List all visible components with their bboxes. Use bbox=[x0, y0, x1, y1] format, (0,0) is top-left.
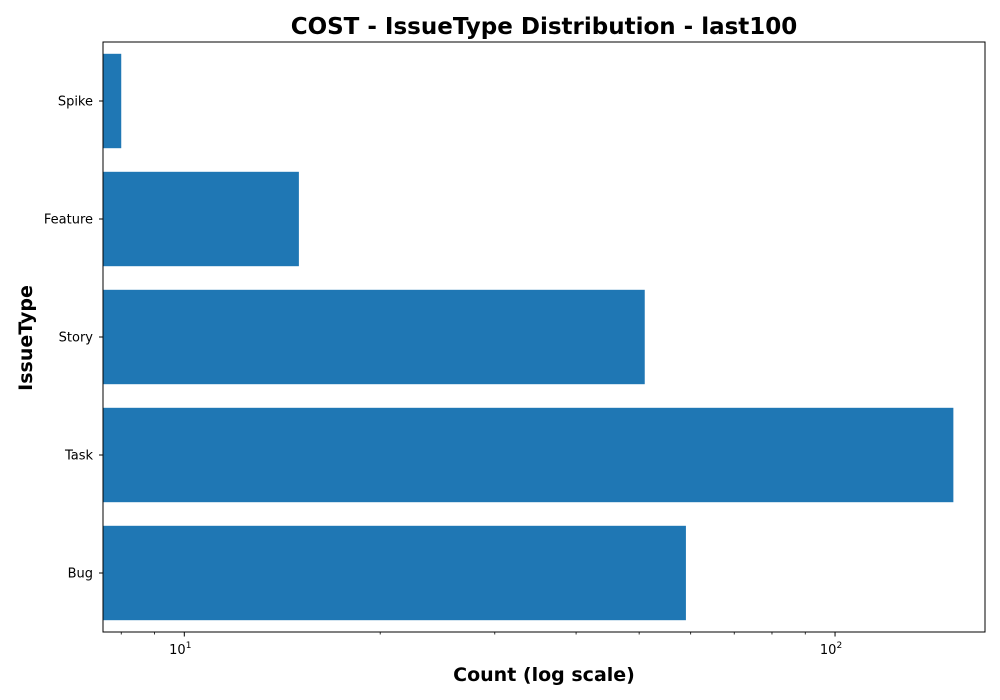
bar-bug bbox=[103, 526, 686, 620]
bar-feature bbox=[103, 172, 299, 266]
x-axis-label: Count (log scale) bbox=[453, 664, 635, 686]
x-tick-label: 101 bbox=[169, 641, 191, 658]
y-tick-label-bug: Bug bbox=[68, 567, 93, 582]
y-tick-label-spike: Spike bbox=[58, 95, 93, 110]
bar-task bbox=[103, 408, 953, 502]
y-tick-label-feature: Feature bbox=[44, 213, 93, 228]
y-tick-label-story: Story bbox=[59, 331, 94, 346]
y-axis-label: IssueType bbox=[15, 285, 37, 391]
plot-area: Bug Task Story Feature Spike 101 102 bbox=[44, 42, 985, 658]
x-tick-label: 102 bbox=[820, 641, 842, 658]
y-tick-label-task: Task bbox=[64, 449, 94, 464]
chart-title: COST - IssueType Distribution - last100 bbox=[291, 14, 798, 40]
bar-spike bbox=[103, 54, 121, 148]
bar-story bbox=[103, 290, 645, 384]
